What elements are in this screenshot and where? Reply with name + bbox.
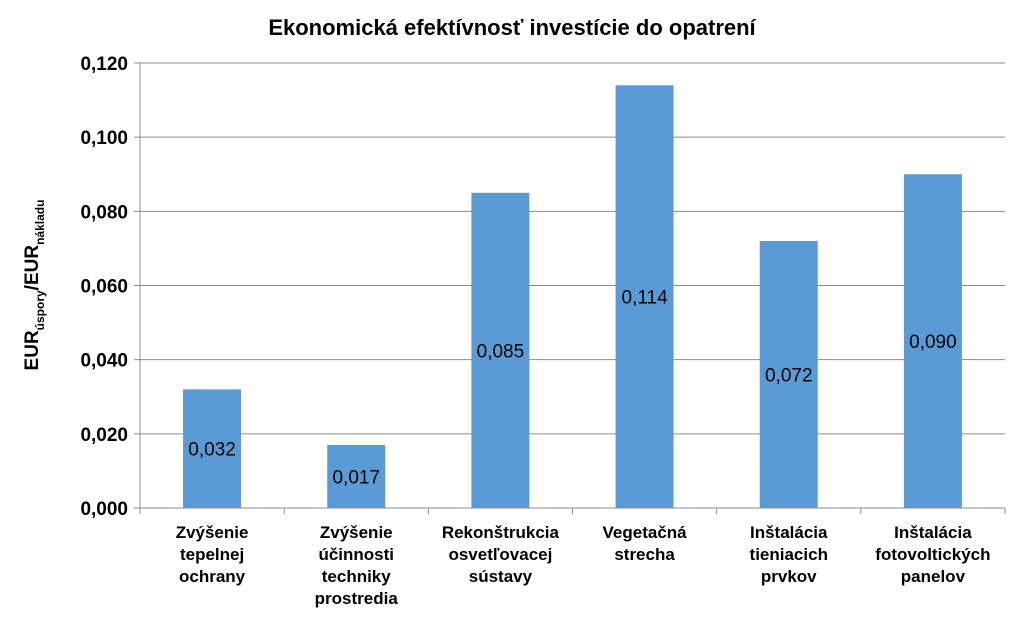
- y-label-main-1: EUR: [22, 330, 43, 370]
- bar: [327, 444, 386, 508]
- bar: [183, 389, 242, 508]
- y-axis-ticks: 0,000 0,020 0,040 0,060 0,080 0,100 0,120: [80, 54, 128, 520]
- y-axis-label: EURúspory/EURnákladu: [22, 200, 47, 371]
- y-tick-label: 0,000: [80, 499, 128, 520]
- data-label: 0,017: [332, 467, 380, 488]
- chart-title: Ekonomická efektívnosť investície do opa…: [268, 15, 756, 40]
- x-axis-categories: Zvýšenie tepelnej ochrany Zvýšenie účinnosti…: [176, 523, 991, 608]
- y-label-main-2: /EUR: [22, 245, 43, 291]
- y-tick-label: 0,100: [80, 128, 128, 149]
- bar: [471, 192, 530, 508]
- data-label: 0,072: [765, 366, 813, 387]
- y-tick-label: 0,120: [80, 54, 128, 75]
- bar: [759, 241, 818, 508]
- y-tick-label: 0,080: [80, 202, 128, 223]
- y-tick-label: 0,020: [80, 425, 128, 446]
- data-label: 0,090: [909, 332, 957, 353]
- bars: 0,032 0,017 0,085 0,114 0,072 0,090: [183, 85, 962, 508]
- x-category-label: Zvýšenie účinnosti techniky prostredia: [315, 523, 399, 608]
- y-label-sub-1: úspory: [33, 290, 47, 330]
- gridlines: [134, 62, 1006, 514]
- data-label: 0,085: [477, 341, 525, 362]
- data-label: 0,114: [622, 288, 669, 309]
- y-tick-label: 0,040: [80, 351, 128, 372]
- y-tick-label: 0,060: [80, 277, 128, 298]
- x-category-label: Rekonštrukcia osvetľovacej sústavy: [442, 523, 560, 586]
- bar: [615, 85, 674, 508]
- bar: [903, 174, 962, 508]
- y-label-sub-2: nákladu: [33, 200, 47, 245]
- x-category-label: Inštalácia fotovoltických panelov: [875, 523, 990, 586]
- x-category-label: Zvýšenie tepelnej ochrany: [176, 523, 249, 586]
- data-label: 0,032: [188, 440, 236, 461]
- x-category-label: Vegetačná strecha: [603, 523, 688, 564]
- x-category-label: Inštalácia tieniacich prvkov: [750, 523, 828, 586]
